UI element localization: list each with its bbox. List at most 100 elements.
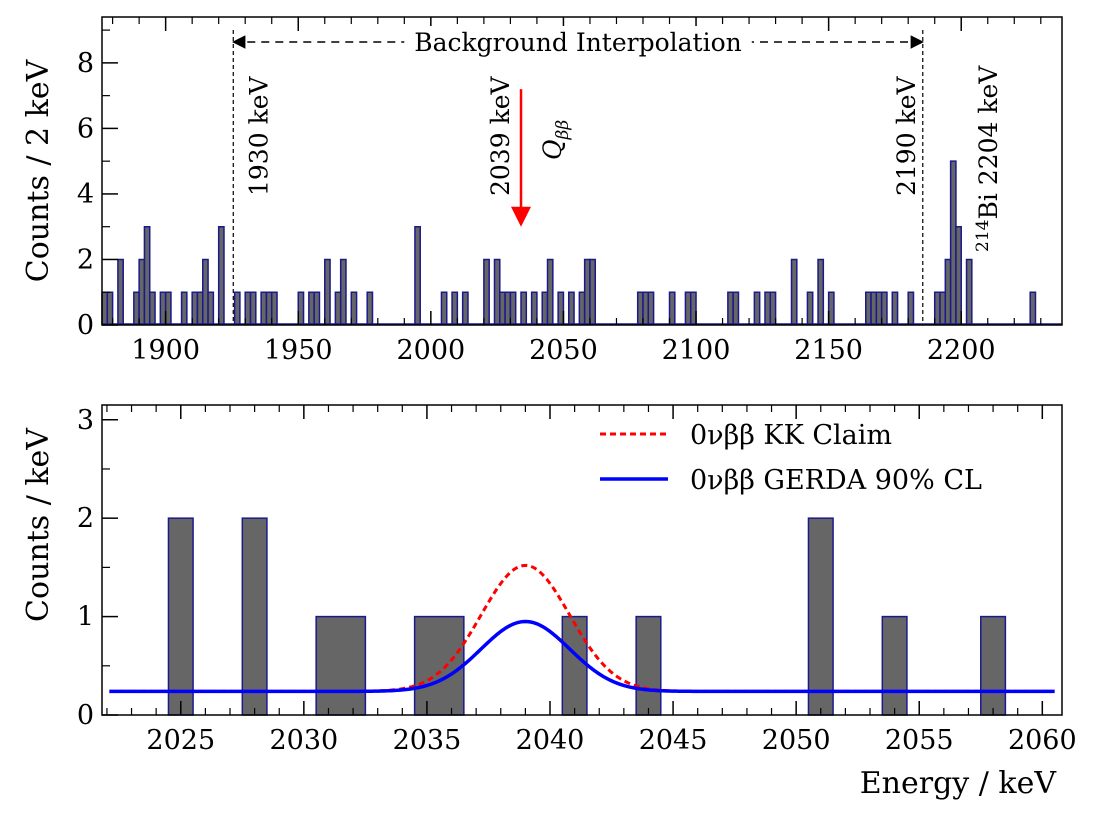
histogram-bar-outline <box>180 291 188 325</box>
histogram-bar <box>881 615 908 716</box>
histogram-bar-outline <box>769 291 777 325</box>
histogram-bar <box>940 292 946 325</box>
histogram-bar <box>876 292 882 325</box>
annotation-2190-kev: 2190 keV <box>892 75 921 196</box>
histogram-bar <box>955 226 962 325</box>
histogram-bar <box>102 292 108 325</box>
histogram-bar-outline <box>509 291 517 325</box>
histogram-bar-outline <box>217 225 225 325</box>
q-beta-beta-arrow-head <box>511 206 532 227</box>
histogram-bar-outline <box>790 258 798 325</box>
histogram-bar <box>558 292 564 325</box>
histogram-bar-outline <box>557 291 565 325</box>
bottom-tick-labels: 2025 2030 2035 2040 2045 2050 2055 2060 0 1 2 3 <box>77 405 1077 756</box>
histogram-bar-outline <box>806 291 814 325</box>
histogram-bar <box>892 292 898 325</box>
histogram-bar <box>908 292 914 325</box>
histogram-bar <box>315 615 367 716</box>
histogram-bar-outline <box>313 291 321 325</box>
histogram-bar <box>144 226 150 325</box>
histogram-bar <box>881 292 887 325</box>
histogram-bar <box>635 615 662 716</box>
histogram-bar <box>250 292 256 325</box>
histogram-bar <box>197 292 203 325</box>
histogram-bar-outline <box>880 291 888 325</box>
histogram-bar <box>589 259 596 325</box>
histogram-bar-outline <box>668 291 676 325</box>
histogram-bar-outline <box>117 258 124 325</box>
q-symbol: Q <box>538 140 567 161</box>
histogram-bar-outline <box>339 258 347 325</box>
histogram-bar-outline <box>366 291 374 325</box>
histogram-bar-outline <box>530 291 538 325</box>
x-tick-label: 2025 <box>146 725 215 756</box>
top-y-axis-label: Counts / 2 keV <box>21 58 56 282</box>
annotation-2039-kev: 2039 keV <box>486 75 515 196</box>
bottom-panel: 2025 2030 2035 2040 2045 2050 2055 2060 0 1 2 3 Cou… <box>21 404 1077 801</box>
histogram-bar <box>340 259 346 325</box>
histogram-bar <box>499 292 506 325</box>
x-tick-label: 2055 <box>885 725 954 756</box>
histogram-bar <box>637 292 643 325</box>
histogram-bar <box>241 517 268 716</box>
histogram-bar <box>510 292 516 325</box>
x-tick-label: 2035 <box>393 725 462 756</box>
histogram-bar-outline <box>546 258 554 325</box>
histogram-bar <box>521 292 527 325</box>
histogram-bar-outline <box>732 291 740 325</box>
histogram-bar <box>770 292 776 325</box>
histogram-bar <box>234 292 240 325</box>
top-plot-frame <box>101 16 1063 326</box>
top-annotations: Background Interpolation 1930 keV 2190 k… <box>231 26 1003 325</box>
histogram-bar <box>462 292 468 325</box>
legend-kk-label: 0νββ KK Claim <box>690 420 892 451</box>
bottom-y-axis-label: Counts / keV <box>21 427 56 622</box>
histogram-bar <box>531 292 537 325</box>
histogram-bar-outline <box>451 291 459 325</box>
histogram-bar <box>452 292 458 325</box>
x-tick-label: 1950 <box>264 335 333 366</box>
x-tick-label: 2100 <box>662 335 731 366</box>
histogram-bar <box>335 292 341 325</box>
histogram-bar-outline <box>270 291 278 325</box>
histogram-bar <box>181 292 187 325</box>
histogram-bar <box>807 292 813 325</box>
x-tick-label: 2050 <box>762 725 831 756</box>
histogram-bar-outline <box>249 291 257 325</box>
histogram-bar-outline <box>350 291 358 325</box>
x-tick-label: 2150 <box>794 335 863 366</box>
histogram-bar-outline <box>689 291 697 325</box>
y-tick-label: 2 <box>77 244 94 275</box>
histogram-bar <box>133 292 140 325</box>
legend: 0νββ KK Claim 0νββ GERDA 90% CL <box>600 420 982 496</box>
histogram-bar <box>584 259 590 325</box>
x-tick-label: 2050 <box>529 335 598 366</box>
histogram-bar <box>149 292 156 325</box>
histogram-bar <box>494 259 500 325</box>
bottom-axis-ticks <box>102 405 1044 716</box>
histogram-bar <box>351 292 357 325</box>
background-interpolation-label: Background Interpolation <box>414 28 742 57</box>
annotation-bi214-2204-kev: 214Bi 2204 keV <box>973 65 1003 252</box>
histogram-bar <box>271 292 278 325</box>
histogram-bar <box>139 259 145 325</box>
histogram-bar-outline <box>414 225 421 325</box>
y-tick-label: 1 <box>77 602 94 633</box>
histogram-bar-outline <box>1029 291 1037 325</box>
background-label-mask <box>404 26 752 58</box>
histogram-bar <box>648 292 654 325</box>
bottom-histogram <box>167 517 1007 716</box>
histogram-bar-outline <box>589 258 597 325</box>
histogram-bar <box>107 292 113 325</box>
top-panel: 1900 1950 2000 2050 2100 2150 2200 0 2 4 6 8 Counts… <box>21 16 1063 366</box>
histogram-bar <box>733 292 739 325</box>
x-tick-label: 2045 <box>639 725 708 756</box>
histogram-bar <box>791 259 797 325</box>
histogram-bar <box>218 226 224 325</box>
histogram-bar-outline <box>955 225 962 325</box>
histogram-bar <box>202 259 209 325</box>
gerda-90cl-curve <box>109 619 1055 694</box>
histogram-bar <box>579 292 585 325</box>
y-tick-label: 4 <box>77 179 94 210</box>
